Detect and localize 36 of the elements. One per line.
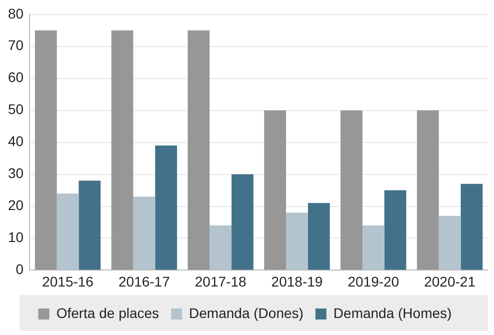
y-tick-label: 20 [8, 197, 24, 214]
y-tick-label: 50 [8, 101, 24, 118]
bar [155, 146, 178, 270]
y-tick-label: 10 [8, 229, 24, 246]
y-tick-label: 30 [8, 165, 24, 182]
x-tick-label: 2019-20 [348, 273, 400, 290]
bar [210, 225, 232, 270]
legend-label: Demanda (Dones) [189, 304, 304, 321]
bar [232, 174, 254, 270]
bar [340, 110, 362, 270]
bar [286, 212, 308, 270]
x-tick-label: 2015-16 [42, 273, 94, 290]
bar [34, 30, 57, 270]
y-tick-label: 70 [8, 37, 24, 54]
y-tick-label: 60 [8, 69, 24, 86]
bar [416, 110, 439, 270]
bar [188, 30, 210, 270]
bar [264, 110, 286, 270]
bar [308, 203, 330, 270]
bar [133, 196, 156, 270]
bar [384, 190, 406, 270]
x-tick-label: 2020-21 [424, 273, 476, 290]
y-tick-label: 40 [8, 133, 24, 150]
x-tick-label: 2016-17 [118, 273, 170, 290]
y-tick-label: 0 [16, 261, 24, 278]
bar [362, 225, 384, 270]
y-tick-label: 80 [8, 5, 24, 22]
bar [78, 180, 101, 270]
x-tick-label: 2017-18 [194, 273, 246, 290]
bar [460, 184, 483, 270]
bar [438, 216, 461, 270]
bar [56, 193, 79, 270]
bar [111, 30, 134, 270]
legend-label: Oferta de places [56, 304, 160, 321]
legend-label: Demanda (Homes) [333, 304, 452, 321]
x-tick-label: 2018-19 [271, 273, 323, 290]
